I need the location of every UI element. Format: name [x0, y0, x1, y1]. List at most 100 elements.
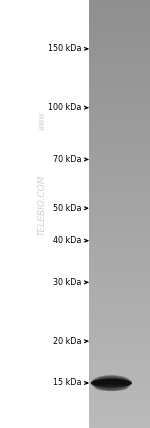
Bar [89, 235, 150, 237]
Bar [89, 155, 150, 157]
Bar [89, 241, 150, 243]
Bar [89, 65, 150, 67]
Bar [89, 102, 150, 104]
Bar [89, 135, 150, 137]
Bar [89, 52, 150, 54]
Bar [89, 376, 150, 378]
Bar [89, 316, 150, 318]
Bar [89, 255, 150, 257]
Bar [89, 208, 150, 210]
Bar [89, 9, 150, 12]
Bar [89, 270, 150, 273]
Bar [89, 264, 150, 265]
Bar [89, 114, 150, 116]
Bar [89, 64, 150, 65]
Bar [89, 12, 150, 14]
Bar [89, 291, 150, 292]
Bar [89, 365, 150, 367]
Bar [89, 37, 150, 39]
Bar [89, 98, 150, 100]
Bar [89, 149, 150, 151]
Bar [89, 42, 150, 44]
Bar [89, 206, 150, 208]
Bar [89, 94, 150, 95]
Bar [89, 47, 150, 48]
Bar [89, 51, 150, 53]
Bar [89, 89, 150, 91]
Bar [89, 388, 150, 389]
Bar [89, 214, 150, 215]
Ellipse shape [91, 375, 131, 391]
Bar [89, 389, 150, 391]
Bar [89, 191, 150, 193]
Ellipse shape [91, 375, 132, 391]
Bar [89, 311, 150, 312]
Bar [89, 252, 150, 254]
Bar [89, 72, 150, 74]
Bar [89, 278, 150, 279]
Bar [89, 181, 150, 183]
Bar [89, 407, 150, 410]
Bar [89, 99, 150, 101]
Bar [89, 335, 150, 337]
Bar [89, 386, 150, 388]
Bar [89, 4, 150, 6]
Bar [89, 118, 150, 120]
Bar [89, 308, 150, 309]
Bar [89, 222, 150, 224]
Bar [89, 373, 150, 375]
Bar [89, 346, 150, 348]
Bar [89, 61, 150, 63]
Bar [89, 321, 150, 322]
Bar [89, 119, 150, 121]
Bar [89, 382, 150, 384]
Bar [89, 67, 150, 68]
Bar [89, 41, 150, 43]
Bar [89, 348, 150, 350]
Bar [89, 209, 150, 211]
Bar [89, 62, 150, 64]
Bar [89, 176, 150, 178]
Bar [89, 25, 150, 27]
Bar [89, 333, 150, 335]
Bar [89, 275, 150, 277]
Bar [89, 178, 150, 180]
Bar [89, 288, 150, 290]
Bar [89, 294, 150, 295]
Bar [89, 161, 150, 163]
Bar [89, 55, 150, 57]
Bar [89, 410, 150, 412]
Bar [89, 171, 150, 172]
Bar [89, 401, 150, 402]
Bar [89, 169, 150, 171]
Bar [89, 338, 150, 339]
Bar [89, 339, 150, 341]
Bar [89, 84, 150, 86]
Bar [89, 31, 150, 33]
Bar [89, 259, 150, 261]
Text: 40 kDa: 40 kDa [53, 236, 82, 245]
Bar [89, 17, 150, 18]
Ellipse shape [91, 375, 132, 391]
Bar [89, 204, 150, 205]
Bar [89, 1, 150, 3]
Bar [89, 108, 150, 110]
Bar [89, 75, 150, 77]
Ellipse shape [91, 375, 132, 391]
Bar [89, 261, 150, 262]
Bar [89, 112, 150, 114]
Bar [89, 363, 150, 365]
Bar [89, 262, 150, 264]
Bar [89, 125, 150, 127]
Text: 100 kDa: 100 kDa [48, 103, 82, 112]
Bar [89, 406, 150, 408]
Bar [89, 148, 150, 150]
Bar [89, 229, 150, 231]
Bar [89, 403, 150, 405]
Bar [89, 201, 150, 202]
Bar [89, 329, 150, 331]
Bar [89, 44, 150, 46]
Bar [89, 129, 150, 131]
Bar [89, 121, 150, 123]
Bar [89, 236, 150, 238]
